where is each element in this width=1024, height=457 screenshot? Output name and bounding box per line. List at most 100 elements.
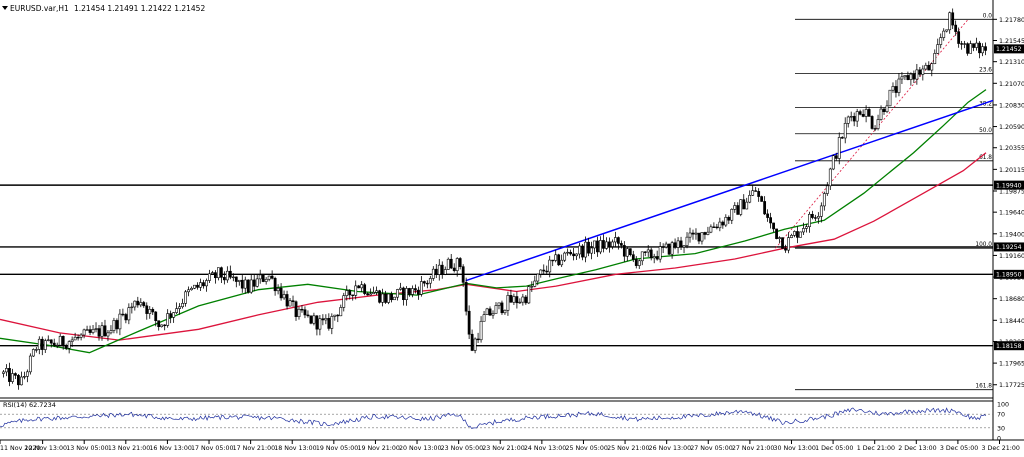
- candle-body: [40, 338, 44, 350]
- rsi-line: [0, 407, 987, 429]
- candle-body: [22, 376, 26, 378]
- candle-body: [115, 320, 119, 330]
- price-tick-label: 1.20355: [999, 145, 1024, 152]
- candle-body: [476, 338, 480, 341]
- candle-body: [918, 69, 922, 75]
- candle-body: [214, 272, 217, 279]
- candle-body: [49, 339, 53, 344]
- candle-body: [190, 287, 193, 291]
- time-tick-label: 26 Nov 13:00: [649, 445, 691, 452]
- horizontal-level-tag: [994, 180, 1024, 190]
- candle-body: [378, 290, 381, 303]
- candle-body: [330, 316, 334, 329]
- candle-body: [790, 235, 793, 238]
- price-tick-label: 1.19160: [999, 253, 1024, 260]
- candle-body: [390, 293, 393, 301]
- time-tick-label: 11 Nov 2020: [0, 445, 40, 452]
- candle-body: [939, 37, 943, 45]
- horizontal-level-tag-label: 1.18950: [996, 272, 1022, 279]
- candle-body: [816, 216, 820, 219]
- time-tick-label: 13 Nov 05:00: [66, 445, 108, 452]
- candle-body: [166, 313, 170, 326]
- candle-body: [882, 108, 886, 112]
- candle-body: [14, 373, 17, 376]
- price-tick-label: 1.19640: [999, 210, 1024, 217]
- candle-body: [685, 236, 689, 246]
- candle-body: [772, 222, 775, 230]
- candle-body: [808, 213, 811, 228]
- candle-body: [688, 232, 692, 238]
- candle-body: [539, 269, 543, 275]
- candle-body: [757, 191, 761, 197]
- candle-body: [521, 296, 525, 303]
- candle-body: [67, 341, 71, 349]
- candle-body: [70, 339, 74, 342]
- price-tick-label: 1.17725: [999, 382, 1024, 389]
- candle-body: [76, 336, 80, 339]
- price-tick-label: 1.18440: [999, 318, 1024, 325]
- chart-menu-arrow-icon[interactable]: [2, 6, 8, 10]
- trendline[interactable]: [465, 99, 994, 282]
- candle-body: [205, 280, 208, 287]
- time-tick-label: 27 Nov 05:00: [690, 445, 732, 452]
- fib-level-label: 100.0: [975, 242, 992, 248]
- candle-body: [500, 302, 504, 314]
- candle-body: [79, 334, 83, 338]
- candle-body: [300, 308, 304, 311]
- candle-body: [154, 311, 158, 321]
- candle-body: [402, 287, 405, 300]
- candle-body: [336, 314, 340, 317]
- fib-level-label: 161.8: [975, 384, 992, 390]
- candle-body: [46, 339, 50, 341]
- candle-body: [888, 89, 892, 107]
- candle-body: [276, 287, 280, 292]
- candle-body: [28, 355, 32, 373]
- candle-body: [354, 285, 358, 296]
- trendline-line: [465, 99, 994, 282]
- horizontal-level-tag-label: 1.19940: [996, 182, 1022, 189]
- candle-body: [399, 287, 402, 290]
- price-tags: 1.21452: [994, 44, 1024, 54]
- candle-body: [282, 294, 286, 299]
- candle-body: [61, 335, 65, 346]
- fib-level-label: 0.0: [983, 13, 993, 19]
- candle-body: [405, 288, 408, 300]
- time-tick-label: 3 Dec 21:00: [982, 445, 1020, 452]
- price-tick-label: 1.21310: [999, 59, 1024, 66]
- time-tick-label: 27 Nov 21:00: [732, 445, 774, 452]
- candle-body: [184, 291, 187, 304]
- candle-body: [530, 286, 534, 288]
- candle-body: [88, 329, 92, 333]
- ohlc-readout: 1.21454 1.21491 1.21422 1.21452: [74, 4, 205, 13]
- candle-body: [921, 68, 925, 75]
- symbol-label: EURUSD.var,H1: [10, 4, 69, 13]
- candle-body: [234, 276, 238, 282]
- candle-body: [440, 264, 444, 275]
- candle-body: [497, 302, 501, 306]
- candle-body: [20, 376, 23, 386]
- candle-body: [64, 345, 68, 349]
- candle-body: [536, 273, 540, 282]
- candle-body: [840, 137, 844, 139]
- candle-body: [118, 313, 122, 330]
- candle-body: [369, 293, 373, 296]
- candle-body: [103, 325, 107, 337]
- candle-body: [449, 258, 453, 269]
- candle-body: [106, 332, 110, 337]
- candle-body: [208, 273, 211, 281]
- candle-body: [957, 31, 961, 44]
- candle-body: [822, 193, 826, 207]
- horizontal-levels[interactable]: 1.19940 1.19254 1.18950 1.18158: [0, 180, 1024, 351]
- candle-body: [560, 259, 564, 266]
- candle-body: [802, 228, 805, 233]
- candle-body: [652, 256, 656, 259]
- candle-body: [894, 86, 898, 93]
- candle-body: [906, 75, 910, 80]
- candle-body: [936, 44, 940, 54]
- candle-body: [455, 258, 459, 271]
- candle-body: [569, 251, 573, 255]
- candle-body: [900, 76, 904, 80]
- candle-body: [733, 205, 737, 210]
